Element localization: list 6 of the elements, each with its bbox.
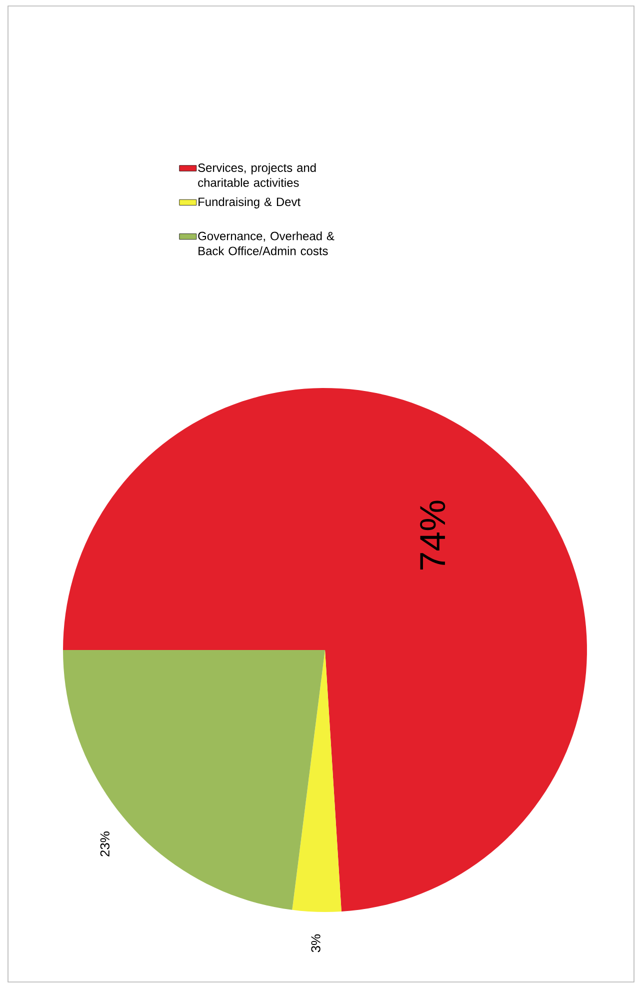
data-label: 74% — [420, 500, 446, 570]
legend-label: Fundraising & Devt — [198, 197, 300, 208]
legend-label: Services, projects and charitable activities — [198, 163, 316, 187]
data-label: 3% — [311, 934, 320, 952]
legend-label: Governance, Overhead & Back Office/Admin costs — [198, 231, 334, 256]
data-label: 23% — [100, 832, 110, 856]
